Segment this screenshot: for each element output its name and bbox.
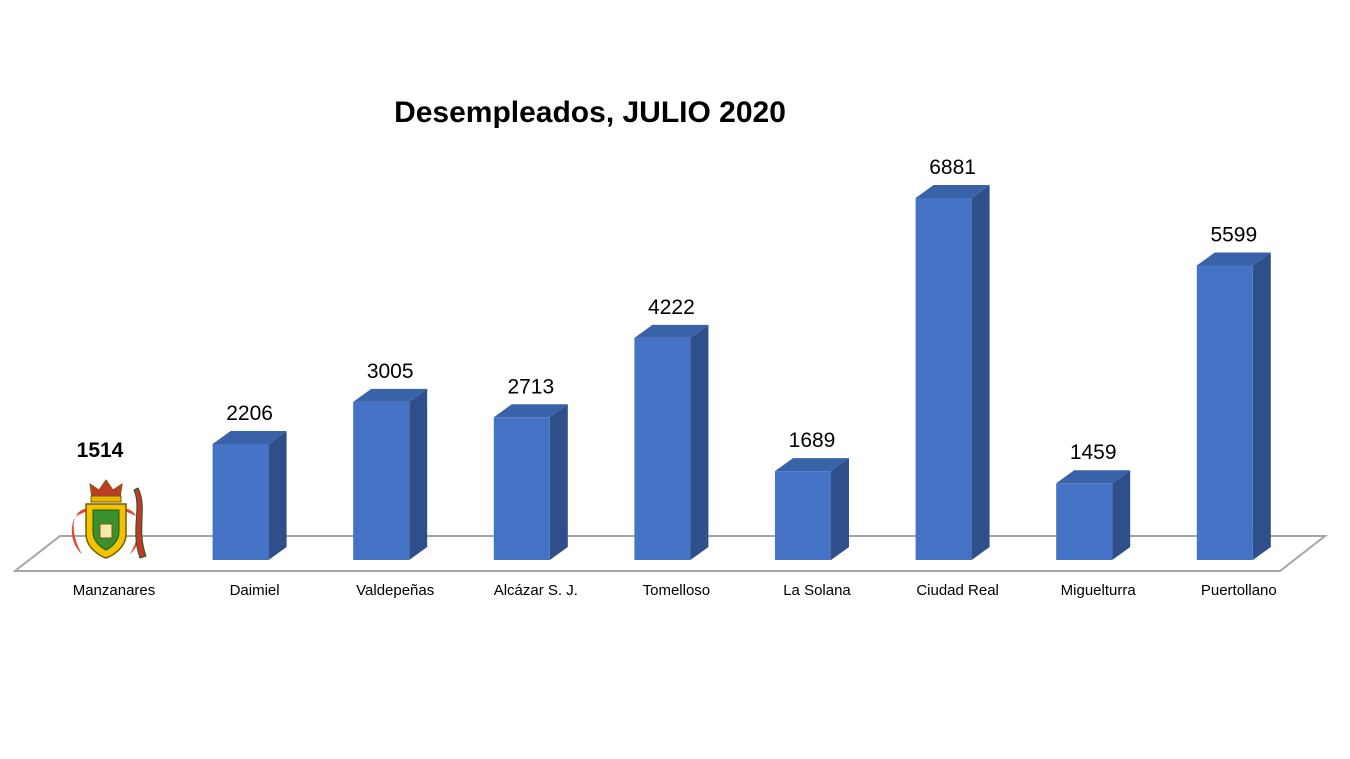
bar-valdepenas: [353, 388, 428, 560]
bar-alcazar-s-j: [493, 404, 568, 560]
bar-tomelloso: [634, 324, 709, 560]
bar-ciudad-real: [915, 185, 990, 560]
value-label-valdepenas: 3005: [367, 360, 414, 383]
category-label-daimiel: Daimiel: [230, 582, 280, 599]
category-label-manzanares: Manzanares: [73, 582, 156, 599]
value-labels-group: 1514 2206 3005 2713 4222 1689 6881 1459 5599: [77, 156, 1258, 464]
category-label-valdepenas: Valdepeñas: [356, 582, 434, 599]
value-label-tomelloso: 4222: [648, 296, 695, 319]
category-label-tomelloso: Tomelloso: [643, 582, 711, 599]
category-label-alcazar-s-j: Alcázar S. J.: [494, 582, 578, 599]
category-label-miguelturra: Miguelturra: [1061, 582, 1137, 599]
category-labels-group: Manzanares Daimiel Valdepeñas Alcázar S. J.…: [73, 582, 1277, 599]
coat-of-arms-icon: [71, 479, 147, 559]
bar-miguelturra: [1056, 470, 1131, 560]
value-label-alcazar-s-j: 2713: [507, 375, 554, 398]
category-label-ciudad-real: Ciudad Real: [916, 582, 999, 599]
value-label-puertollano: 5599: [1210, 223, 1257, 246]
category-label-puertollano: Puertollano: [1201, 582, 1277, 599]
bar-puertollano: [1196, 252, 1271, 560]
value-label-manzanares: 1514: [77, 439, 124, 462]
bar-la-solana: [775, 458, 849, 560]
bars-group: [71, 185, 1271, 560]
value-label-miguelturra: 1459: [1070, 441, 1117, 464]
value-label-daimiel: 2206: [226, 402, 273, 425]
chart-title: Desempleados, JULIO 2020: [394, 96, 786, 129]
value-label-ciudad-real: 6881: [929, 156, 976, 179]
bar-daimiel: [212, 430, 287, 560]
category-label-la-solana: La Solana: [783, 582, 851, 599]
value-label-la-solana: 1689: [789, 429, 836, 452]
